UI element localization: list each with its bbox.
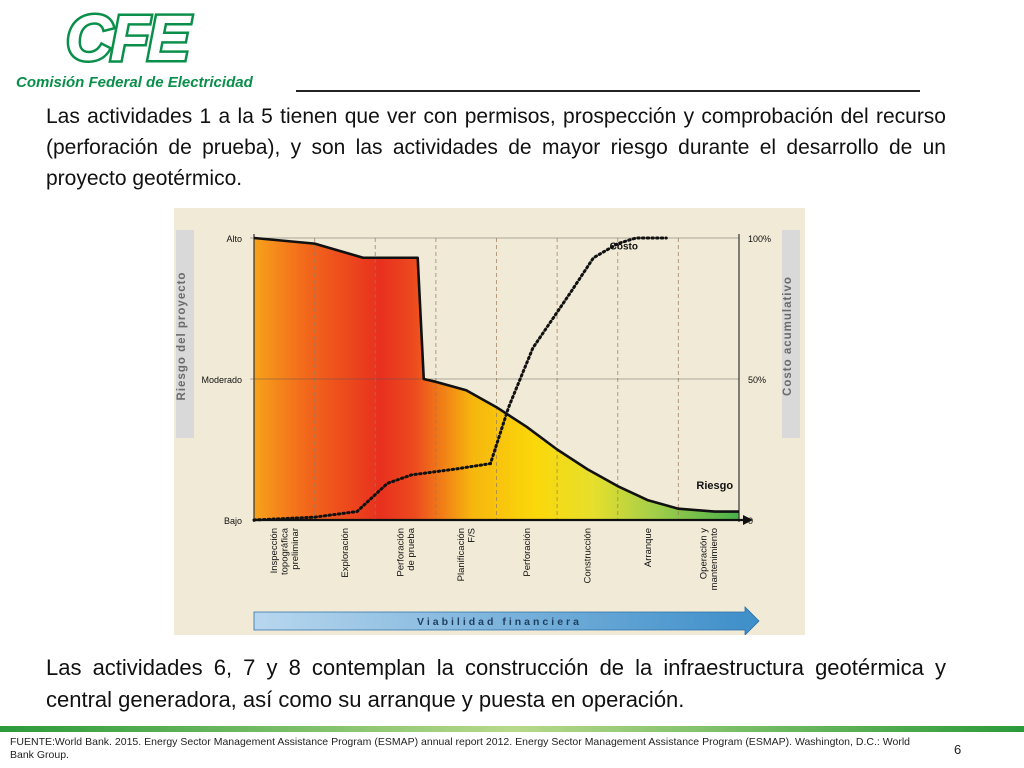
category-label: preliminar <box>290 528 301 570</box>
right-tick-label: 50% <box>748 375 766 385</box>
right-axis-title: Costo acumulativo <box>782 276 794 396</box>
series-label-costo: Costo <box>610 241 638 252</box>
left-tick-label: Bajo <box>224 516 242 526</box>
category-label: Arranque <box>643 528 654 567</box>
category-label: F/S <box>466 528 477 543</box>
viabilidad-arrow <box>253 606 760 636</box>
category-label: mantenimiento <box>709 528 720 590</box>
header-rule <box>296 90 920 92</box>
footer-bar <box>0 726 1024 732</box>
category-label: Planificación <box>456 528 467 581</box>
category-label: Perforación <box>522 528 533 577</box>
left-axis-band <box>176 230 194 438</box>
viabilidad-label: Viabilidad financiera <box>417 616 582 628</box>
right-tick-label: 100% <box>748 234 771 244</box>
left-axis-title: Riesgo del proyecto <box>176 272 188 401</box>
paragraph-activities-1-5: Las actividades 1 a la 5 tienen que ver … <box>46 105 946 190</box>
paragraph-activities-6-8: Las actividades 6, 7 y 8 contemplan la c… <box>46 655 946 712</box>
series-label-riesgo: Riesgo <box>696 480 733 492</box>
category-label: de prueba <box>406 527 417 571</box>
risk-cost-chart: Riesgo Costo Alto Moderado Bajo 100% 50% 0 Riesg… <box>174 208 805 636</box>
footer-source: FUENTE:World Bank. 2015. Energy Sector M… <box>10 736 910 761</box>
category-label: Inspección <box>269 528 280 573</box>
category-label: Construcción <box>582 528 593 583</box>
risk-line <box>253 236 739 513</box>
chart-svg: Riesgo Costo Alto Moderado Bajo 100% 50% 0 Riesg… <box>174 208 805 636</box>
cfe-logo-mark: CFE <box>64 2 193 74</box>
cost-line <box>252 236 668 522</box>
category-label: Operación y <box>698 528 709 579</box>
category-label: Perforación <box>395 528 406 577</box>
category-label: Exploración <box>340 528 351 578</box>
baseline-arrowhead <box>743 515 753 525</box>
right-tick-label: 0 <box>748 516 753 526</box>
cfe-logo: CFE Comisión Federal de Electricidad <box>8 2 253 94</box>
left-tick-label: Moderado <box>201 375 242 385</box>
left-tick-label: Alto <box>226 234 242 244</box>
category-label: topográfica <box>279 527 290 575</box>
cfe-logo-subtitle: Comisión Federal de Electricidad <box>16 74 253 91</box>
page-number: 6 <box>954 742 962 757</box>
right-axis-band <box>782 230 800 438</box>
